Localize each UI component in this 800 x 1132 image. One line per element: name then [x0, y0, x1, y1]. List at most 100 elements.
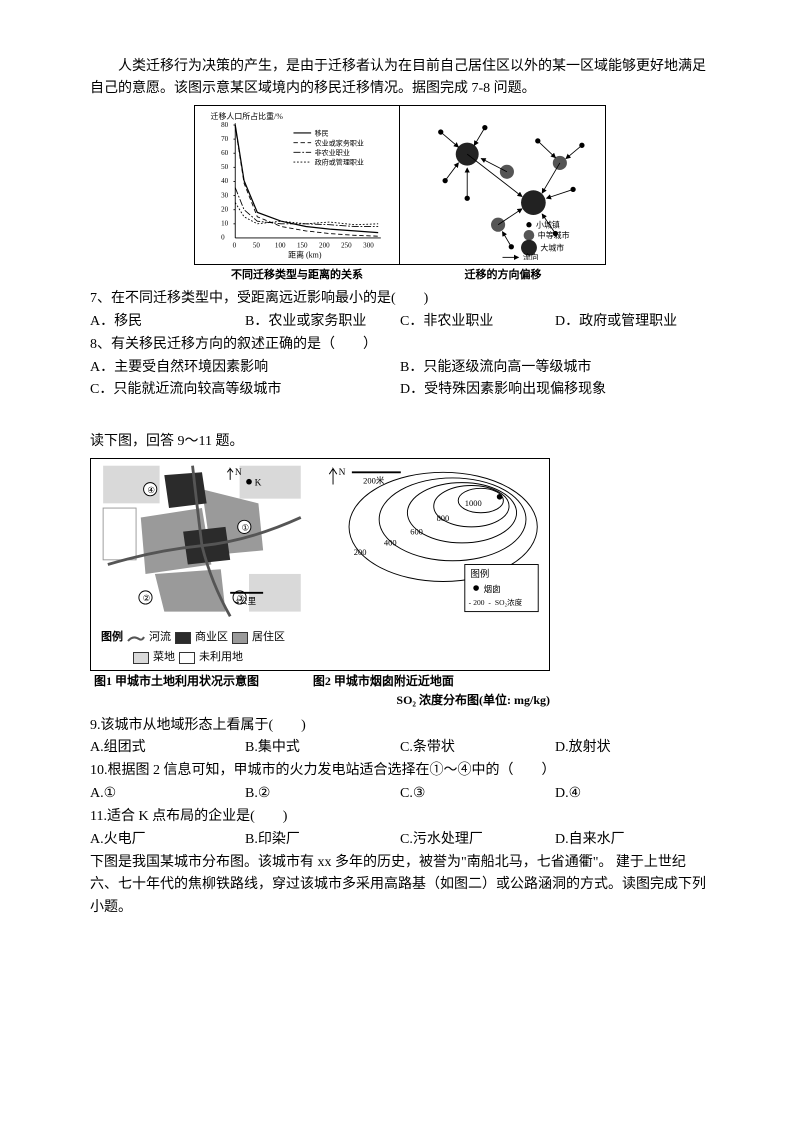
x-ticks: 0 50 100 150 200 250 300: [233, 241, 375, 249]
svg-text:50: 50: [221, 163, 229, 171]
svg-text:150: 150: [297, 241, 308, 249]
legend-box: 移民 农业或家务职业 非农业职业 政府或管理职业: [293, 128, 364, 166]
q11-opt-d: D.自来水厂: [555, 829, 710, 851]
figure-1-right-diagram: 小城镇 中等城市 大城市 流向: [400, 106, 605, 264]
svg-text:烟囱: 烟囱: [484, 584, 501, 594]
svg-text:1000: 1000: [465, 498, 482, 508]
q8-opt-b: B．只能逐级流向高一等级城市: [400, 357, 710, 379]
svg-text:30: 30: [221, 191, 229, 199]
q8-stem: 8、有关移民迁移方向的叙述正确的是（ ）: [90, 334, 710, 356]
landuse-map-svg: ④ ① ② ③ N K 4公里: [93, 461, 311, 621]
q8-opt-c: C．只能就近流向较高等级城市: [90, 379, 400, 401]
q10-opt-c: C.③: [400, 783, 555, 805]
figure-2-right-contour: N 200米 200 400 600 800 1000: [311, 461, 547, 629]
svg-text:600: 600: [410, 526, 423, 536]
svg-text:100: 100: [275, 241, 286, 249]
q11-opt-b: B.印染厂: [245, 829, 400, 851]
figure-1-caption-right: 迁移的方向偏移: [400, 267, 606, 285]
svg-text:70: 70: [221, 135, 229, 143]
q9-opt-d: D.放射状: [555, 737, 710, 759]
q10-opt-b: B.②: [245, 783, 400, 805]
svg-text:200: 200: [473, 598, 485, 607]
series-dot: [235, 202, 378, 224]
svg-text:大城市: 大城市: [540, 242, 564, 252]
svg-text:200: 200: [354, 547, 367, 557]
svg-text:农业或家务职业: 农业或家务职业: [315, 138, 364, 147]
q7-opt-b: B．农业或家务职业: [245, 311, 400, 333]
svg-text:300: 300: [363, 241, 374, 249]
q8-opt-a: A．主要受自然环境因素影响: [90, 357, 400, 379]
svg-text:移民: 移民: [315, 128, 329, 137]
figure-1-left-chart: 迁移人口所占比重/% 0 10 20 30 40 50 60 70 80: [195, 106, 400, 264]
figure-2-legend-row1: 图例 河流 商业区 居住区: [93, 629, 547, 649]
legend-residential: 居住区: [252, 629, 285, 647]
svg-text:50: 50: [253, 241, 261, 249]
figure-2-block: ④ ① ② ③ N K 4公里: [90, 458, 550, 711]
q11-opt-a: A.火电厂: [90, 829, 245, 851]
svg-text:10: 10: [221, 219, 229, 227]
svg-text:250: 250: [341, 241, 352, 249]
k-label: K: [255, 478, 262, 488]
legend-river: 河流: [149, 629, 171, 647]
q11-options: A.火电厂 B.印染厂 C.污水处理厂 D.自来水厂: [90, 829, 710, 851]
network-svg: 小城镇 中等城市 大城市 流向: [404, 110, 601, 260]
svg-text:小城镇: 小城镇: [536, 219, 560, 229]
svg-text:N: N: [339, 468, 346, 478]
right-scale-label: 200米: [363, 475, 385, 485]
series-dash2: [235, 187, 378, 226]
svg-text:流向: 流向: [523, 252, 539, 260]
q9-opt-c: C.条带状: [400, 737, 555, 759]
q7-opt-d: D．政府或管理职业: [555, 311, 710, 333]
figure-2-captions: 图1 甲城市土地利用状况示意图 图2 甲城市烟囱附近近地面: [90, 672, 550, 691]
figure-2-frame: ④ ① ② ③ N K 4公里: [90, 458, 550, 672]
svg-text:非农业职业: 非农业职业: [315, 148, 350, 157]
legend-unused: 未利用地: [199, 649, 243, 667]
page: 人类迁移行为决策的产生，是由于迁移者认为在目前自己居住区以外的某一区域能够更好地…: [0, 0, 800, 1132]
q10-opt-d: D.④: [555, 783, 710, 805]
y-axis-label: 迁移人口所占比重/%: [211, 111, 284, 121]
figure-2-left-map: ④ ① ② ③ N K 4公里: [93, 461, 311, 629]
figure-2-caption-sub: SO₂ 浓度分布图(单位: mg/kg): [90, 691, 590, 710]
svg-text:60: 60: [221, 149, 229, 157]
svg-text:②: ②: [143, 593, 151, 603]
q9-opt-a: A.组团式: [90, 737, 245, 759]
figure-1-frame: 迁移人口所占比重/% 0 10 20 30 40 50 60 70 80: [194, 105, 606, 265]
svg-text:40: 40: [221, 177, 229, 185]
svg-text:图例: 图例: [470, 567, 489, 579]
figure-2-caption-left: 图1 甲城市土地利用状况示意图: [90, 672, 313, 691]
q9-opt-b: B.集中式: [245, 737, 400, 759]
svg-text:政府或管理职业: 政府或管理职业: [315, 157, 364, 166]
figure-2-caption-right: 图2 甲城市烟囱附近近地面: [313, 672, 550, 691]
svg-text:0: 0: [221, 233, 225, 241]
y-ticks: 0 10 20 30 40 50 60 70 80: [221, 121, 229, 242]
q7-opt-a: A．移民: [90, 311, 245, 333]
q7-options: A．移民 B．农业或家务职业 C．非农业职业 D．政府或管理职业: [90, 311, 710, 333]
q11-stem: 11.适合 K 点布局的企业是( ): [90, 806, 710, 828]
right-legend: 小城镇 中等城市 大城市 流向: [503, 219, 570, 260]
q7-stem: 7、在不同迁移类型中，受距离远近影响最小的是( ): [90, 288, 710, 310]
q10-stem: 10.根据图 2 信息可知，甲城市的火力发电站适合选择在①～④中的（ ）: [90, 760, 710, 782]
q9-options: A.组团式 B.集中式 C.条带状 D.放射状: [90, 737, 710, 759]
svg-text:20: 20: [221, 205, 229, 213]
q10-opt-a: A.①: [90, 783, 245, 805]
x-axis-label: 距离 (km): [288, 249, 322, 259]
intro-paragraph: 人类迁移行为决策的产生，是由于迁移者认为在目前自己居住区以外的某一区域能够更好地…: [90, 56, 710, 101]
q11-opt-c: C.污水处理厂: [400, 829, 555, 851]
svg-text:①: ①: [241, 522, 249, 532]
svg-text:800: 800: [436, 513, 449, 523]
legend-business: 商业区: [195, 629, 228, 647]
svg-text:中等城市: 中等城市: [538, 230, 570, 240]
svg-text:80: 80: [221, 121, 229, 129]
svg-text:400: 400: [384, 537, 397, 547]
q10-options: A.① B.② C.③ D.④: [90, 783, 710, 805]
scale-label: 4公里: [235, 596, 257, 606]
figure-1-captions: 不同迁移类型与距离的关系 迁移的方向偏移: [194, 267, 606, 285]
q9-stem: 9.该城市从地域形态上看属于( ): [90, 715, 710, 737]
figure-1-block: 迁移人口所占比重/% 0 10 20 30 40 50 60 70 80: [194, 105, 606, 285]
figure-1-caption-left: 不同迁移类型与距离的关系: [194, 267, 400, 285]
section2-intro: 读下图，回答 9～11 题。: [90, 431, 710, 453]
svg-text:④: ④: [147, 485, 155, 495]
q8-options: A．主要受自然环境因素影响 B．只能逐级流向高一等级城市 C．只能就近流向较高等…: [90, 357, 710, 402]
q7-opt-c: C．非农业职业: [400, 311, 555, 333]
legend-vegetable: 菜地: [153, 649, 175, 667]
